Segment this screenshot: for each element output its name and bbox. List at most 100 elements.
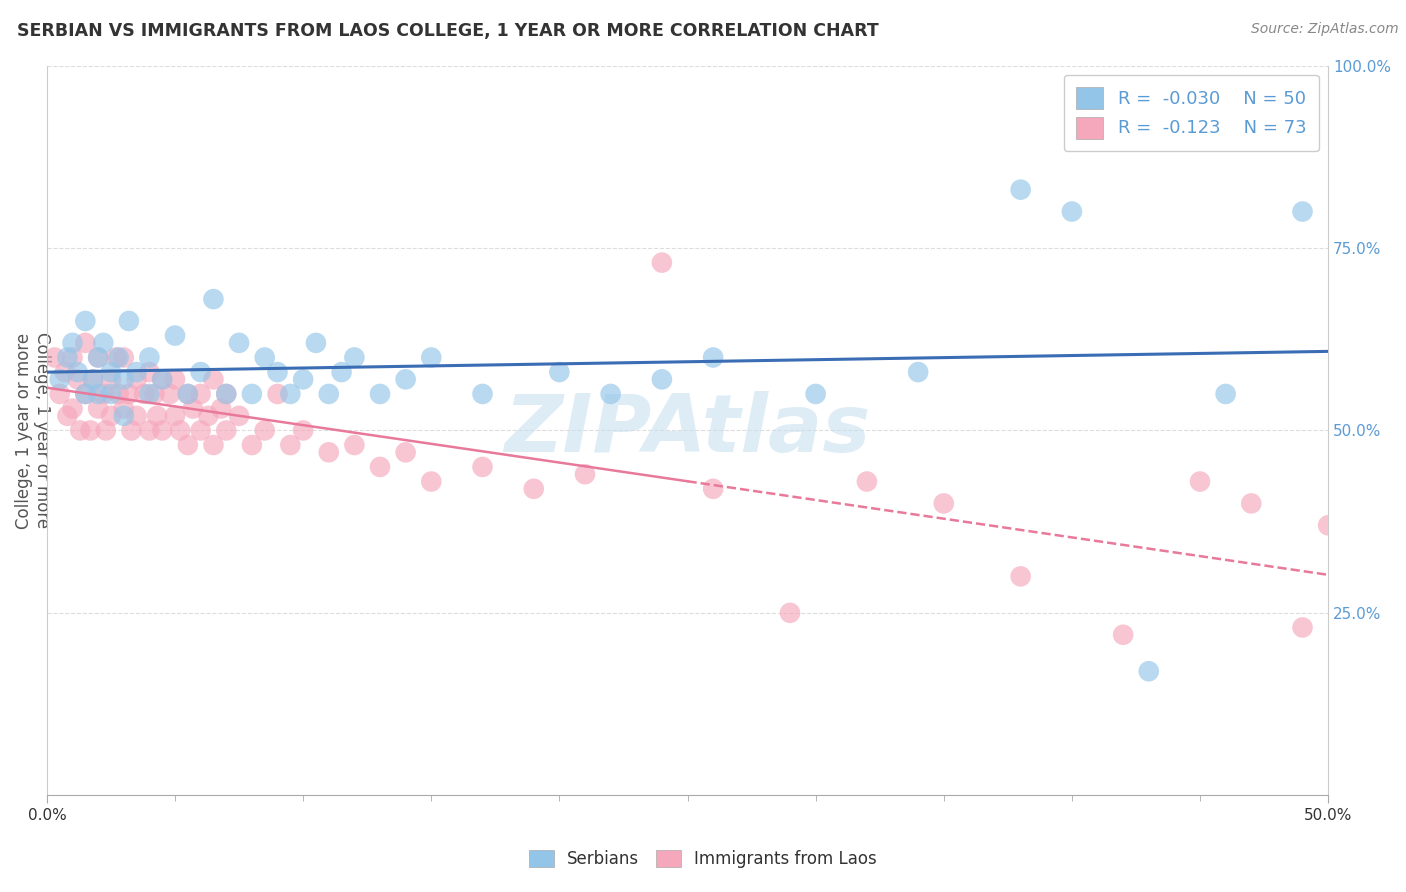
Point (87, 351, 110, 365)
Point (305, 335, 328, 350)
Point (1060, 204, 1083, 219)
Point (779, 606, 801, 620)
Point (253, 351, 276, 365)
Point (1010, 569, 1032, 583)
Point (523, 482, 546, 496)
Point (163, 409, 186, 423)
Point (66, 372, 89, 386)
Point (118, 387, 141, 401)
Point (253, 424, 276, 438)
Point (107, 387, 129, 401)
Point (62, 335, 84, 350)
Point (100, 387, 122, 401)
Point (420, 351, 443, 365)
Point (138, 351, 160, 365)
Point (48, 387, 70, 401)
Point (1291, 204, 1313, 219)
Point (932, 496, 955, 510)
Point (420, 475, 443, 489)
Text: SERBIAN VS IMMIGRANTS FROM LAOS COLLEGE, 1 YEAR OR MORE CORRELATION CHART: SERBIAN VS IMMIGRANTS FROM LAOS COLLEGE,… (17, 22, 879, 40)
Point (292, 424, 315, 438)
Point (228, 335, 250, 350)
Point (125, 365, 148, 379)
Y-axis label: College, 1 year or more: College, 1 year or more (32, 333, 51, 528)
Point (87, 401, 110, 416)
Point (75, 387, 97, 401)
Point (548, 365, 571, 379)
Point (82, 372, 104, 386)
Point (240, 438, 263, 452)
Point (395, 445, 418, 459)
Point (107, 351, 129, 365)
Point (190, 365, 212, 379)
Point (266, 365, 288, 379)
Point (163, 328, 186, 343)
Point (1188, 475, 1211, 489)
Point (75, 314, 97, 328)
Point (804, 387, 827, 401)
Point (202, 372, 225, 386)
Point (907, 365, 929, 379)
Point (100, 365, 122, 379)
Point (134, 387, 156, 401)
Point (1137, 665, 1160, 679)
Point (66, 365, 89, 379)
Point (112, 351, 135, 365)
Point (318, 445, 340, 459)
Point (120, 424, 142, 438)
Point (159, 387, 181, 401)
Point (112, 409, 135, 423)
Point (87, 351, 110, 365)
Point (112, 401, 135, 416)
Point (87, 387, 110, 401)
Point (143, 387, 166, 401)
Point (48, 372, 70, 386)
Point (1317, 518, 1340, 533)
Point (75, 387, 97, 401)
Point (56, 409, 79, 423)
Point (197, 409, 219, 423)
Point (125, 372, 148, 386)
Point (169, 424, 191, 438)
Point (209, 401, 232, 416)
Point (53, 365, 76, 379)
Point (702, 482, 724, 496)
Point (368, 459, 391, 474)
Point (856, 475, 879, 489)
Point (202, 292, 225, 306)
Point (177, 438, 200, 452)
Point (62, 351, 84, 365)
Point (181, 401, 204, 416)
Point (150, 372, 173, 386)
Point (150, 424, 173, 438)
Point (118, 314, 141, 328)
Point (471, 387, 494, 401)
Point (190, 424, 212, 438)
Point (395, 372, 418, 386)
Point (318, 387, 340, 401)
Point (202, 438, 225, 452)
Point (82, 372, 104, 386)
Point (1112, 628, 1135, 642)
Point (471, 459, 494, 474)
Point (146, 409, 169, 423)
Point (177, 387, 200, 401)
Point (100, 372, 122, 386)
Point (100, 409, 122, 423)
Point (125, 409, 148, 423)
Y-axis label: College, 1 year or more: College, 1 year or more (15, 333, 32, 528)
Point (240, 387, 263, 401)
Text: Source: ZipAtlas.com: Source: ZipAtlas.com (1251, 22, 1399, 37)
Point (1010, 183, 1032, 197)
Legend: R =  -0.030    N = 50, R =  -0.123    N = 73: R = -0.030 N = 50, R = -0.123 N = 73 (1064, 75, 1319, 151)
Legend: Serbians, Immigrants from Laos: Serbians, Immigrants from Laos (522, 843, 884, 875)
Point (278, 387, 301, 401)
Point (228, 409, 250, 423)
Point (62, 401, 84, 416)
Point (574, 467, 596, 482)
Point (215, 387, 238, 401)
Point (112, 372, 135, 386)
Point (79, 424, 101, 438)
Point (163, 372, 186, 386)
Point (75, 335, 97, 350)
